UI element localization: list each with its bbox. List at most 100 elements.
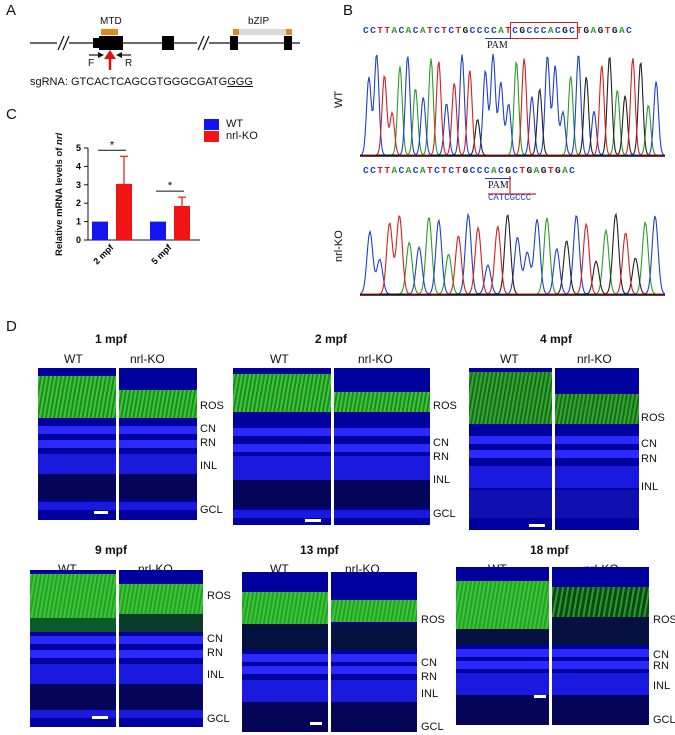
base-letter: C xyxy=(483,165,491,176)
base-letter: G xyxy=(597,25,605,36)
layer-cn-1mpf: CN xyxy=(200,423,216,435)
base-letter: T xyxy=(441,165,449,176)
wt-header-4mpf: WT xyxy=(500,352,519,366)
base-letter: C xyxy=(398,25,406,36)
panel-a-label: A xyxy=(6,2,17,19)
wt-chromatogram xyxy=(360,53,665,157)
layer-inl-2mpf: INL xyxy=(433,474,451,486)
ko-header-4mpf: nrl-KO xyxy=(577,352,612,366)
micrograph-ko-4mpf xyxy=(555,368,639,530)
micrograph-ko-9mpf xyxy=(119,570,203,727)
base-letter: A xyxy=(547,25,555,36)
base-letter: A xyxy=(533,165,541,176)
bzip-label: bZIP xyxy=(248,16,270,27)
micrograph-wt-9mpf xyxy=(30,570,116,727)
exon-4 xyxy=(230,36,238,50)
layer-inl-13mpf: INL xyxy=(421,688,439,700)
bar-wt xyxy=(150,221,166,240)
panel-c-label: C xyxy=(6,106,17,123)
base-letter: T xyxy=(604,25,612,36)
bzip-domain-mid xyxy=(239,29,286,35)
y-tick-label: 0 xyxy=(76,235,81,245)
gene-structure-diagram xyxy=(30,29,300,70)
base-letter: C xyxy=(569,25,577,36)
layer-ros-9mpf: ROS xyxy=(207,590,231,602)
base-letter: T xyxy=(377,25,385,36)
y-tick-label: 2 xyxy=(76,198,81,208)
wt-sequence: CCTTACACATCTCTGCCCCATCGCCCACGCTGAGTGAC xyxy=(363,25,633,36)
micrograph-ko-1mpf xyxy=(119,368,197,520)
base-letter: T xyxy=(377,165,385,176)
layer-inl-1mpf: INL xyxy=(200,460,218,472)
layer-cn-2mpf: CN xyxy=(433,437,449,449)
deletion-marker xyxy=(488,176,536,195)
base-letter: C xyxy=(626,25,634,36)
base-letter: G xyxy=(611,25,619,36)
base-letter: T xyxy=(576,25,584,36)
base-letter: C xyxy=(434,165,442,176)
layer-ros-4mpf: ROS xyxy=(641,412,665,424)
ko-header-1mpf: nrl-KO xyxy=(130,352,165,366)
base-letter: G xyxy=(462,165,470,176)
layer-rn-13mpf: RN xyxy=(421,671,437,683)
base-letter: C xyxy=(498,165,506,176)
base-letter: C xyxy=(483,25,491,36)
base-letter: G xyxy=(562,25,570,36)
base-letter: C xyxy=(448,165,456,176)
mtd-domain xyxy=(101,29,118,35)
bar-chart: 0 1 2 3 4 5 * 2 mpf * 5 mpf xyxy=(76,139,200,266)
layer-inl-18mpf: INL xyxy=(653,680,671,692)
base-letter: T xyxy=(426,25,435,36)
timepoint-4mpf: 4 mpf xyxy=(540,332,573,346)
y-tick-label: 5 xyxy=(76,143,81,153)
base-letter: T xyxy=(455,25,463,36)
base-letter: T xyxy=(426,165,435,176)
layer-ros-1mpf: ROS xyxy=(200,400,224,412)
exon-1 xyxy=(93,38,99,48)
base-letter: A xyxy=(490,165,499,176)
bar-ko xyxy=(116,183,132,240)
deletion-box xyxy=(510,22,578,39)
base-letter: T xyxy=(455,165,463,176)
mtd-label: MTD xyxy=(100,16,122,27)
base-letter: C xyxy=(412,25,420,36)
primer-f-label: F xyxy=(88,58,95,69)
ko-trace-label: nrl-KO xyxy=(333,230,345,262)
base-letter: G xyxy=(526,165,534,176)
layer-gcl-9mpf: GCL xyxy=(207,713,230,725)
base-letter: T xyxy=(547,165,555,176)
micrograph-wt-4mpf xyxy=(469,368,552,530)
layer-gcl-1mpf: GCL xyxy=(200,504,223,516)
panel-d-label: D xyxy=(6,318,17,335)
base-letter: C xyxy=(533,25,541,36)
base-letter: C xyxy=(398,165,406,176)
layer-inl-9mpf: INL xyxy=(207,669,225,681)
legend-ko-label: nrl-KO xyxy=(226,130,258,142)
base-letter: C xyxy=(469,165,477,176)
layer-cn-4mpf: CN xyxy=(641,438,657,450)
layer-gcl-18mpf: GCL xyxy=(653,714,675,726)
base-letter: T xyxy=(384,25,392,36)
base-letter: G xyxy=(583,25,591,36)
layer-ros-18mpf: ROS xyxy=(653,614,675,626)
micrograph-ko-18mpf xyxy=(552,567,649,725)
base-letter: A xyxy=(419,25,427,36)
base-letter: C xyxy=(363,165,371,176)
y-tick-label: 1 xyxy=(76,217,81,227)
wt-header-1mpf: WT xyxy=(64,352,83,366)
base-letter: G xyxy=(519,25,527,36)
layer-rn-1mpf: RN xyxy=(200,437,216,449)
base-letter: G xyxy=(505,165,513,176)
trace-A xyxy=(360,58,665,156)
micrograph-ko-13mpf xyxy=(331,572,417,732)
timepoint-2mpf: 2 mpf xyxy=(315,332,348,346)
base-letter: C xyxy=(512,165,520,176)
trace-T xyxy=(360,58,665,156)
base-letter: C xyxy=(526,25,534,36)
layer-gcl-13mpf: GCL xyxy=(421,721,444,733)
base-letter: T xyxy=(384,165,392,176)
wt-pam-underline xyxy=(485,38,511,39)
exon-3 xyxy=(162,36,174,50)
base-letter: C xyxy=(476,25,484,36)
layer-ros-13mpf: ROS xyxy=(421,614,445,626)
